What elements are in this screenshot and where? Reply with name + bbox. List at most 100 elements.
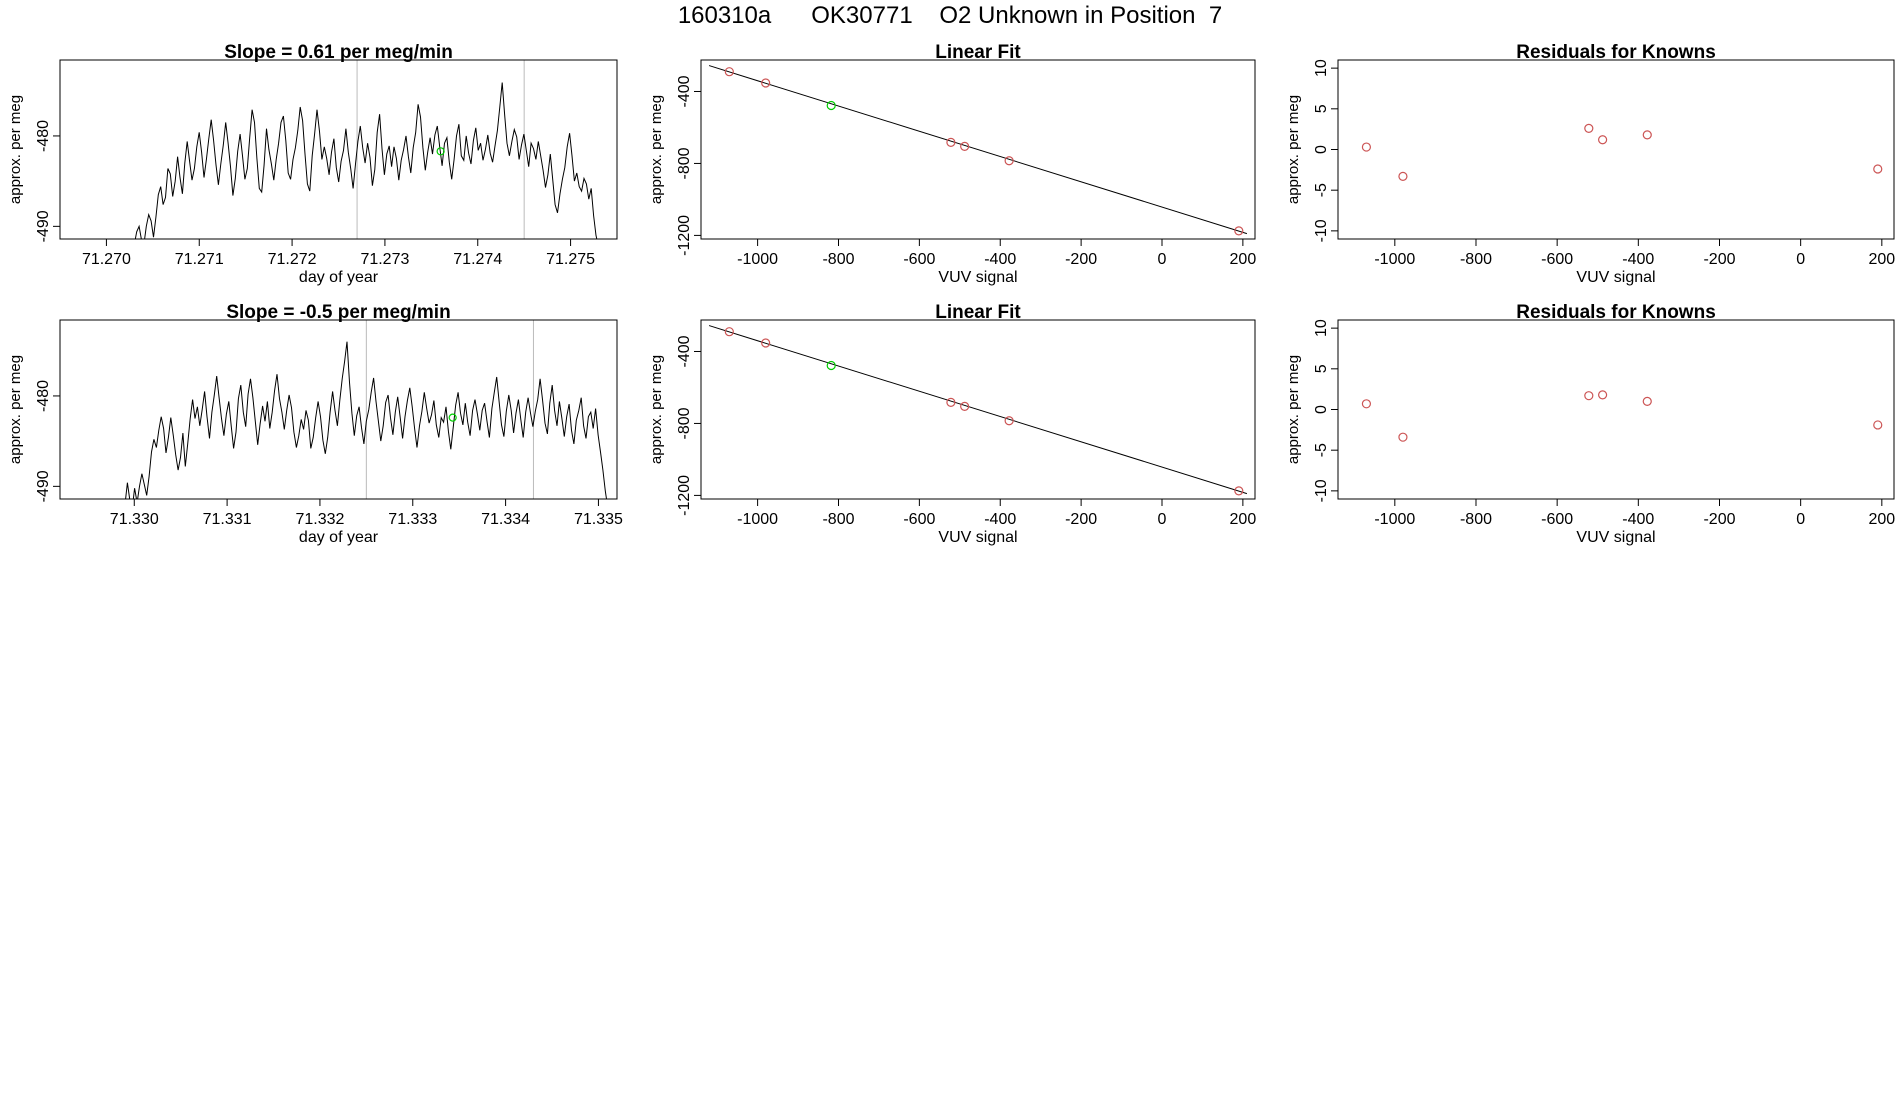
data-point: [946, 397, 956, 407]
y-tick-label: 0: [1313, 145, 1330, 154]
y-axis-label: approx. per meg: [7, 355, 24, 464]
fit-line: [708, 325, 1248, 495]
x-tick-label: -600: [1541, 511, 1573, 528]
data-point: [960, 401, 970, 411]
x-tick-label: -800: [822, 511, 854, 528]
chart-p2: Linear Fit -1000 -800 -600 -400 -200 0 200 VUV s…: [648, 42, 1256, 286]
x-tick-label: 0: [1796, 511, 1805, 528]
chart-title: Linear Fit: [935, 42, 1021, 63]
x-tick-label: -200: [1065, 251, 1097, 268]
y-tick-label: -10: [1313, 219, 1330, 242]
y-tick-label: 5: [1313, 104, 1330, 113]
plot-frame: [700, 59, 1256, 240]
data-point: [1873, 420, 1883, 430]
x-tick-label: 0: [1158, 251, 1167, 268]
data-point: [1873, 164, 1883, 174]
x-axis-label: VUV signal: [1576, 529, 1655, 546]
x-tick-label: 71.270: [82, 251, 131, 268]
x-tick-label: 200: [1230, 251, 1257, 268]
x-tick-label: 71.332: [295, 511, 344, 528]
data-point: [946, 137, 956, 147]
chart-p1: Slope = 0.61 per meg/min 71.270 71.271 71.2…: [7, 42, 618, 286]
x-tick-label: -400: [1622, 251, 1654, 268]
chart-title: Residuals for Knowns: [1516, 302, 1716, 323]
x-tick-label: -1000: [1374, 511, 1415, 528]
series-line: [134, 82, 598, 239]
page-title: 160310a OK30771 O2 Unknown in Position 7: [677, 2, 1223, 29]
x-tick-label: 71.271: [175, 251, 224, 268]
chart-title: Linear Fit: [935, 302, 1021, 323]
y-tick-label: -490: [35, 210, 52, 242]
data-point: [724, 67, 734, 77]
data-point: [724, 327, 734, 337]
chart-title: Residuals for Knowns: [1516, 42, 1716, 63]
x-axis-label: VUV signal: [1576, 269, 1655, 286]
data-point: [761, 78, 771, 88]
x-tick-label: 71.333: [388, 511, 437, 528]
x-tick-label: -400: [984, 251, 1016, 268]
x-tick-label: 200: [1230, 511, 1257, 528]
x-tick-label: 71.330: [110, 511, 159, 528]
chart-p3: Residuals for Knowns-1000 -800 -600 -400 -20…: [1285, 42, 1895, 286]
x-tick-label: 71.335: [574, 511, 623, 528]
data-point: [761, 338, 771, 348]
data-point: [1642, 130, 1652, 140]
x-tick-label: 200: [1868, 511, 1895, 528]
x-tick-label: 71.274: [453, 251, 502, 268]
y-tick-label: 0: [1313, 405, 1330, 414]
y-tick-label: -800: [676, 407, 693, 439]
data-point: [1234, 226, 1244, 236]
x-tick-label: -400: [1622, 511, 1654, 528]
x-axis-label: day of year: [299, 529, 379, 546]
x-tick-label: -600: [903, 511, 935, 528]
plot-frame: [1337, 319, 1895, 500]
x-tick-label: 71.331: [203, 511, 252, 528]
data-point: [1598, 135, 1608, 145]
chart-p4: Slope = -0.5 per meg/min 71.330 71.331 71.3…: [7, 302, 623, 546]
plot-frame: [59, 319, 618, 500]
y-tick-label: -5: [1313, 443, 1330, 457]
chart-p6: Residuals for Knowns -1000 -800 -600 -400 -20…: [1285, 302, 1895, 546]
fit-line: [708, 65, 1248, 235]
data-point: [1598, 390, 1608, 400]
data-point: [826, 360, 836, 371]
x-tick-label: -800: [1460, 511, 1492, 528]
y-axis-label: approx. per meg: [648, 355, 665, 464]
data-point: [1234, 486, 1244, 496]
y-tick-label: -800: [676, 147, 693, 179]
data-point: [960, 141, 970, 151]
x-tick-label: -1000: [737, 511, 778, 528]
chart-title: Slope = 0.61 per meg/min: [224, 42, 453, 63]
x-tick-label: -200: [1703, 251, 1735, 268]
x-tick-label: -600: [1541, 251, 1573, 268]
x-axis-label: day of year: [299, 269, 379, 286]
y-tick-label: 5: [1313, 364, 1330, 373]
y-tick-label: -1200: [676, 475, 693, 516]
y-tick-label: 10: [1313, 59, 1330, 77]
chart-title: Slope = -0.5 per meg/min: [226, 302, 450, 323]
y-axis-label: approx. per meg: [648, 95, 665, 204]
x-tick-label: -1000: [1374, 251, 1415, 268]
plot-frame: [1337, 59, 1895, 240]
x-tick-label: 71.275: [546, 251, 595, 268]
y-tick-label: 10: [1313, 319, 1330, 337]
y-axis-label: approx. per meg: [7, 95, 24, 204]
y-tick-label: -1200: [676, 215, 693, 256]
x-tick-label: -200: [1703, 511, 1735, 528]
x-axis-label: VUV signal: [938, 529, 1017, 546]
x-tick-label: 71.273: [360, 251, 409, 268]
y-tick-label: -5: [1313, 183, 1330, 197]
data-point: [1584, 123, 1594, 133]
y-tick-label: -400: [676, 335, 693, 367]
y-axis-label: approx. per meg: [1285, 95, 1302, 204]
plot-frame: [700, 319, 1256, 500]
x-tick-label: 200: [1868, 251, 1895, 268]
x-tick-label: -400: [984, 511, 1016, 528]
y-tick-label: -480: [35, 380, 52, 412]
data-point: [1398, 432, 1408, 442]
y-axis-label: approx. per meg: [1285, 355, 1302, 464]
y-tick-label: -400: [676, 75, 693, 107]
series-line: [125, 341, 608, 499]
x-tick-label: 0: [1796, 251, 1805, 268]
